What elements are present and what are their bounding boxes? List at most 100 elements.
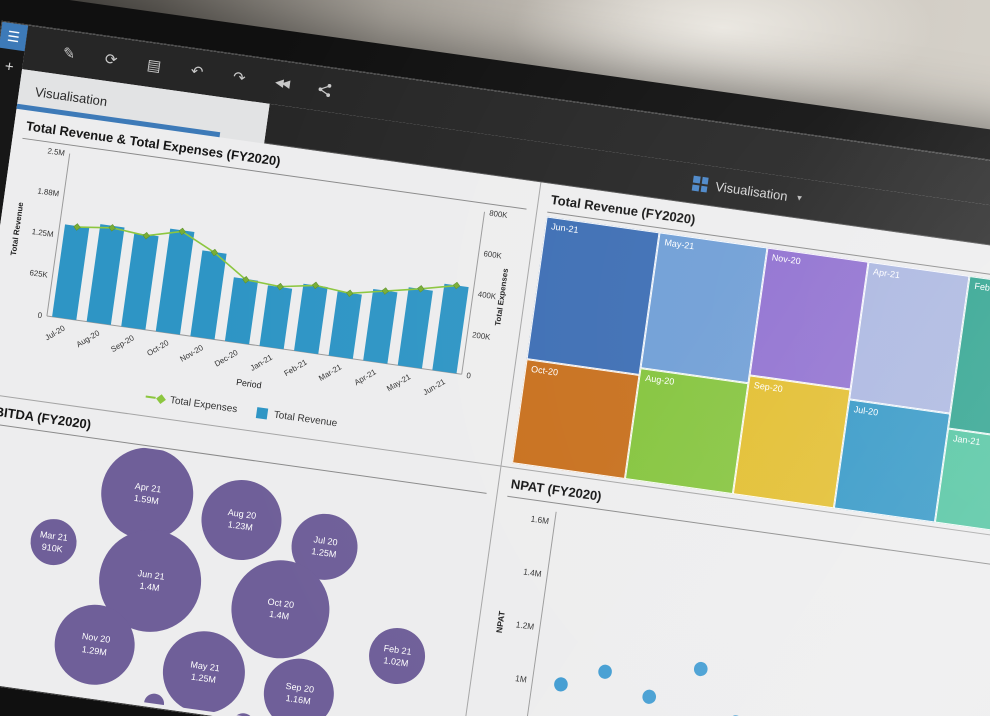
left-tick: 625K	[29, 268, 49, 280]
y-axis-title: NPAT	[494, 609, 507, 633]
bubble-May-21[interactable]: May 21 1.25M	[158, 626, 251, 716]
expenses-marker-Oct-20[interactable]	[178, 227, 186, 236]
legend-label: Total Revenue	[273, 409, 338, 429]
x-tick: Nov-20	[178, 343, 205, 364]
y-tick: 1.2M	[515, 619, 535, 632]
edit-icon[interactable]: ✎	[61, 44, 77, 63]
bubble-Aug-20[interactable]: Aug 20 1.23M	[196, 474, 287, 566]
undo-icon[interactable]: ↶	[189, 62, 205, 81]
toolbar: ✎ ⟳ ▤ ↶ ↷ ◀◀	[22, 25, 990, 230]
bubble-value: 1.23M	[227, 519, 254, 533]
expenses-line	[77, 226, 457, 295]
treemap-tile-Aug-20[interactable]: Aug-20	[625, 368, 749, 495]
expenses-marker-Mar-21[interactable]	[346, 289, 354, 298]
right-tick: 400K	[477, 290, 497, 302]
x-tick: Feb-21	[283, 357, 309, 378]
add-tab-button[interactable]: +	[3, 57, 15, 76]
scatter-point[interactable]	[693, 661, 708, 677]
bar-Sep-20[interactable]	[121, 232, 159, 330]
bar-Aug-20[interactable]	[86, 224, 125, 325]
treemap-tile-Oct-20[interactable]: Oct-20	[511, 359, 640, 480]
treemap-tile-Jun-21[interactable]: Jun-21	[526, 216, 660, 376]
right-tick: 800K	[489, 208, 509, 220]
app-window: ☰ + ✎ ⟳ ▤ ↶ ↷ ◀◀ Visualisation	[0, 20, 990, 716]
bar-May-21[interactable]	[397, 287, 433, 369]
treemap-tile-Sep-20[interactable]: Sep-20	[732, 375, 851, 509]
bubble-Feb-21[interactable]: Feb 21 1.02M	[365, 624, 429, 688]
treemap-tile-May-21[interactable]: May-21	[640, 232, 768, 384]
left-tick: 1.88M	[37, 186, 60, 198]
bubble-value: 1.02M	[382, 655, 409, 669]
expenses-marker-Apr-21[interactable]	[381, 287, 389, 295]
treemap-tile-Jul-20[interactable]: Jul-20	[833, 399, 951, 523]
rewind-icon[interactable]: ◀◀	[274, 76, 289, 90]
combo-chart: 2.5M 1.88M 1.25M 625K 0 800K 600K 400K 200K 0 Tota…	[9, 146, 510, 397]
expenses-marker-Jan-21[interactable]	[276, 282, 284, 291]
bar-Mar-21[interactable]	[328, 291, 362, 359]
menu-button[interactable]: ☰	[0, 21, 29, 52]
bubble-value: 1.29M	[81, 643, 108, 658]
expenses-marker-Jun-21[interactable]	[452, 281, 461, 290]
bar-Jun-21[interactable]	[432, 283, 469, 374]
bar-Nov-20[interactable]	[190, 250, 227, 340]
bar-Jul-20[interactable]	[52, 224, 90, 321]
scatter-point[interactable]	[597, 664, 612, 680]
square-marker-icon	[256, 406, 269, 420]
expenses-marker-Sep-20[interactable]	[142, 232, 151, 240]
bar-Apr-21[interactable]	[363, 288, 398, 364]
bubble-value: 1.25M	[190, 671, 217, 686]
bubble-Sep-20[interactable]: Sep 20 1.16M	[259, 653, 339, 716]
right-tick: 200K	[472, 330, 492, 342]
chevron-down-icon: ▼	[794, 193, 804, 204]
refresh-icon[interactable]: ⟳	[103, 50, 119, 69]
bar-Jan-21[interactable]	[259, 285, 293, 350]
y-axis	[521, 511, 557, 716]
expenses-marker-Aug-20[interactable]	[108, 224, 116, 232]
bubble-small[interactable]	[230, 711, 256, 716]
bubble-value: 1.25M	[310, 546, 338, 560]
scatter-point[interactable]	[641, 689, 656, 705]
bubble-small[interactable]	[142, 692, 165, 715]
y-tick: 1M	[515, 673, 528, 685]
treemap-tile-Nov-20[interactable]: Nov-20	[749, 247, 869, 390]
x-axis	[46, 315, 462, 375]
legend-item[interactable]: Total Revenue	[256, 406, 338, 429]
panel-npat: NPAT (FY2020) 1.6M1.4M1.2M1M800KNPAT	[461, 467, 990, 716]
x-tick: Oct-20	[145, 338, 170, 358]
y-tick: 1.6M	[530, 513, 550, 526]
panel-revenue-expenses: Total Revenue & Total Expenses (FY2020) …	[0, 108, 542, 467]
share-icon[interactable]	[317, 81, 334, 98]
expenses-marker-May-21[interactable]	[417, 285, 425, 293]
x-tick: Jun-21	[422, 377, 448, 397]
x-tick: Jul-20	[44, 323, 67, 342]
dashboard-grid: Total Revenue & Total Expenses (FY2020) …	[0, 108, 990, 716]
x-tick: Jan-21	[249, 352, 275, 372]
x-tick: Dec-20	[213, 348, 240, 369]
view-selector-label: Visualisation	[714, 178, 789, 204]
bar-Dec-20[interactable]	[224, 277, 259, 345]
save-icon[interactable]: ▤	[145, 56, 163, 75]
redo-icon[interactable]: ↷	[231, 68, 247, 87]
treemap-tile-Apr-21[interactable]: Apr-21	[849, 261, 970, 415]
expenses-marker-Dec-20[interactable]	[242, 276, 250, 284]
expenses-marker-Feb-21[interactable]	[311, 281, 320, 290]
bubble-value: 1.59M	[133, 493, 160, 507]
legend-item[interactable]: Total Expenses	[145, 391, 238, 415]
expenses-marker-Jul-20[interactable]	[73, 223, 81, 231]
expenses-marker-Nov-20[interactable]	[210, 248, 219, 257]
x-tick: Apr-21	[353, 367, 378, 387]
view-selector[interactable]: Visualisation ▼	[691, 175, 805, 206]
y-tick: 1.4M	[523, 566, 543, 579]
bar-Oct-20[interactable]	[155, 228, 195, 335]
bubble-value: 1.4M	[138, 580, 161, 594]
bar-Feb-21[interactable]	[294, 283, 328, 355]
left-tick: 1.25M	[31, 227, 54, 239]
grid-icon	[691, 175, 709, 193]
right-tick: 600K	[483, 249, 503, 261]
scatter-point[interactable]	[553, 676, 568, 692]
scatter-chart: 1.6M1.4M1.2M1M800KNPAT	[494, 511, 743, 716]
bubble-value: 910K	[41, 541, 64, 555]
bubble-Mar-21[interactable]: Mar 21 910K	[27, 515, 80, 568]
